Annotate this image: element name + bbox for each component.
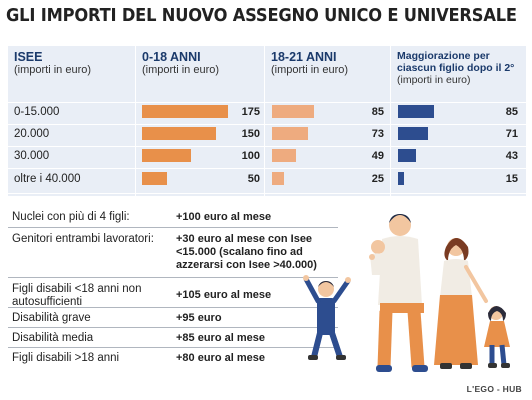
value-label: 49 (371, 150, 384, 162)
header-label: ISEE (14, 50, 43, 64)
header-label: 0-18 ANNI (142, 50, 201, 64)
bar-maggiorazione (398, 127, 428, 140)
info-label: Figli disabili <18 anni non autosufficie… (12, 283, 142, 308)
bar-0-18 (142, 172, 167, 185)
isee-label: 30.000 (14, 150, 50, 162)
column-divider (135, 46, 136, 196)
column-divider (264, 46, 265, 196)
header-isee: ISEE (importi in euro) (8, 46, 135, 100)
divider (8, 307, 338, 308)
header-0-18: 0-18 ANNI (importi in euro) (136, 46, 264, 100)
info-label: Genitori entrambi lavoratori: (12, 233, 154, 245)
header-sub: (importi in euro) (14, 64, 92, 76)
info-value: +85 euro al mese (176, 332, 265, 344)
header-18-21: 18-21 ANNI (importi in euro) (265, 46, 390, 100)
row-divider (8, 168, 526, 169)
info-value: +80 euro al mese (176, 352, 265, 364)
mother-figure (434, 238, 488, 369)
bar-maggiorazione (398, 105, 434, 118)
girl-figure (484, 306, 510, 368)
header-maggiorazione: Maggiorazione per ciascun figlio dopo il… (391, 46, 526, 100)
value-label: 175 (241, 106, 260, 118)
value-label: 100 (241, 150, 260, 162)
isee-label: oltre i 40.000 (14, 173, 81, 185)
info-label: Nuclei con più di 4 figli: (12, 211, 130, 223)
value-label: 43 (505, 150, 518, 162)
bar-maggiorazione (398, 149, 416, 162)
value-label: 85 (505, 106, 518, 118)
source-credit: L'EGO - HUB (466, 384, 522, 394)
divider (8, 347, 338, 348)
info-value: +95 euro (176, 312, 222, 324)
family-illustration (303, 214, 510, 372)
bar-18-21 (272, 172, 284, 185)
header-label: 18-21 ANNI (271, 50, 337, 64)
value-label: 15 (505, 173, 518, 185)
divider (8, 227, 338, 228)
bar-0-18 (142, 105, 228, 118)
bar-maggiorazione (398, 172, 404, 185)
divider (8, 277, 338, 278)
bar-18-21 (272, 105, 314, 118)
divider (8, 327, 338, 328)
header-label: Maggiorazione per ciascun figlio dopo il… (397, 50, 515, 74)
info-label: Figli disabili >18 anni (12, 352, 120, 364)
column-divider (390, 46, 391, 196)
value-label: 73 (371, 128, 384, 140)
header-sub: (importi in euro) (271, 64, 349, 76)
info-value: +30 euro al mese con Isee <15.000 (scala… (176, 233, 317, 271)
bar-18-21 (272, 149, 296, 162)
value-label: 50 (247, 173, 260, 185)
allowance-table: ISEE (importi in euro) 0-18 ANNI (import… (8, 46, 526, 196)
value-label: 85 (371, 106, 384, 118)
isee-label: 20.000 (14, 128, 50, 140)
header-sub: (importi in euro) (142, 64, 220, 76)
bar-0-18 (142, 127, 216, 140)
bar-0-18 (142, 149, 191, 162)
row-divider (8, 124, 526, 125)
value-label: 71 (505, 128, 518, 140)
boy-figure (303, 275, 351, 360)
page-title: GLI IMPORTI DEL NUOVO ASSEGNO UNICO E UN… (6, 6, 517, 26)
value-label: 150 (241, 128, 260, 140)
father-figure (369, 214, 428, 372)
row-divider (8, 193, 526, 194)
info-label: Disabilità media (12, 332, 94, 344)
row-divider (8, 146, 526, 147)
bar-18-21 (272, 127, 308, 140)
info-label: Disabilità grave (12, 312, 91, 324)
value-label: 25 (371, 173, 384, 185)
info-value: +100 euro al mese (176, 211, 272, 223)
row-divider (8, 102, 526, 103)
header-sub: (importi in euro) (397, 74, 471, 86)
info-value: +105 euro al mese (176, 289, 272, 301)
isee-label: 0-15.000 (14, 106, 60, 118)
